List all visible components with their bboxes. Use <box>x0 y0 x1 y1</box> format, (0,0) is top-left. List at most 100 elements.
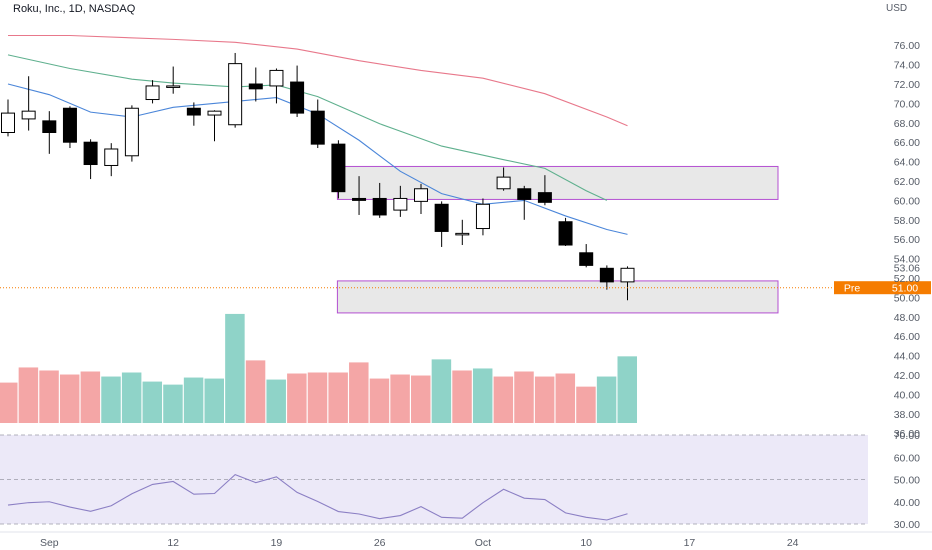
time-axis-tick: Sep <box>40 537 59 549</box>
time-axis-tick: 17 <box>684 537 696 549</box>
candle-body <box>393 197 408 211</box>
candle-body <box>62 107 77 143</box>
volume-bar <box>534 376 555 423</box>
candle <box>62 106 77 149</box>
price-axis-tick: 50.00 <box>894 292 920 304</box>
last-price-tag-label: Pre <box>844 283 861 295</box>
candle-body <box>352 197 367 201</box>
volume-bar <box>0 382 18 423</box>
candle-body <box>599 267 614 283</box>
price-axis-tick: 53.06 <box>894 263 920 275</box>
candle-body <box>83 141 98 166</box>
volume-bar <box>101 376 121 423</box>
candle <box>475 198 490 236</box>
candle <box>83 139 98 180</box>
volume-bars <box>0 313 637 423</box>
volume-bar <box>576 386 596 423</box>
candle-body <box>269 69 284 87</box>
rsi-axis-tick: 50.00 <box>894 475 920 487</box>
sma-fast-line <box>7 83 628 235</box>
rsi-axis-tick: 70.00 <box>894 430 920 442</box>
candle <box>166 66 181 94</box>
volume-bar <box>163 384 183 423</box>
rsi-panel <box>0 434 868 525</box>
candle-body <box>620 267 635 283</box>
candle-body <box>475 203 490 230</box>
candle-body <box>248 83 263 90</box>
price-axis-tick: 68.00 <box>894 118 920 130</box>
price-axis-tick: 48.00 <box>894 312 920 324</box>
candle-body <box>537 192 552 203</box>
price-axis-tick: 54.00 <box>894 254 920 266</box>
volume-bar <box>183 377 204 423</box>
last-price-line: Pre 51.00 <box>0 281 931 295</box>
time-axis-tick: 26 <box>374 537 386 549</box>
candle <box>228 52 243 128</box>
volume-bar <box>390 374 410 423</box>
candle-body <box>42 120 57 134</box>
candle-body <box>186 107 201 116</box>
price-axis-tick: 56.00 <box>894 234 920 246</box>
candle <box>124 105 139 162</box>
candle <box>248 67 263 102</box>
candle-body <box>310 110 325 145</box>
time-axis-tick: 12 <box>167 537 179 549</box>
rsi-axis-tick: 40.00 <box>894 497 920 509</box>
volume-bar <box>287 373 307 423</box>
volume-bar <box>225 313 245 423</box>
volume-bar <box>39 370 59 423</box>
price-candles <box>1 52 635 301</box>
candle-body <box>331 143 346 193</box>
sma-slow-line <box>8 34 628 127</box>
last-price-tag <box>834 281 931 295</box>
volume-bar <box>204 378 224 423</box>
candle <box>558 217 573 246</box>
price-axis-tick: 52.00 <box>894 273 920 285</box>
candle <box>290 65 305 117</box>
candle <box>414 183 428 214</box>
candle-body <box>496 176 511 190</box>
volume-bar <box>142 381 163 423</box>
last-price-tag-value: 51.00 <box>892 283 918 295</box>
candle <box>599 265 614 290</box>
price-zone <box>336 165 779 200</box>
candle <box>496 167 511 191</box>
volume-bar <box>18 367 39 423</box>
time-axis-tick: 19 <box>271 537 283 549</box>
candle-body <box>124 107 139 157</box>
volume-bar <box>431 359 452 423</box>
candle-body <box>434 203 449 232</box>
volume-bar <box>452 370 472 423</box>
candle-body <box>21 110 36 120</box>
volume-bar <box>514 371 534 423</box>
candle-body <box>228 63 243 126</box>
time-axis: Sep 12 19 26 Oct 10 17 24 <box>0 531 932 549</box>
moving-averages <box>7 34 628 235</box>
rsi-line <box>7 473 628 521</box>
candle-body <box>207 110 222 116</box>
volume-bar <box>266 379 286 423</box>
volume-bar <box>617 356 637 423</box>
candle <box>310 99 325 149</box>
price-axis-tick: 60.00 <box>894 195 920 207</box>
candle <box>620 266 635 301</box>
candle <box>393 185 408 217</box>
support-resistance-zones <box>336 165 779 314</box>
candle-body <box>558 221 573 246</box>
price-axis-tick: 72.00 <box>894 79 920 91</box>
candle-body <box>579 252 594 266</box>
price-axis-tick: 46.00 <box>894 331 920 343</box>
rsi-axis-tick: 60.00 <box>894 452 920 464</box>
candle <box>331 140 346 199</box>
candle-body <box>455 232 470 236</box>
time-axis-tick: 10 <box>580 537 592 549</box>
price-axis-tick: 58.00 <box>894 215 920 227</box>
candle <box>42 111 57 154</box>
candle-body <box>166 85 181 88</box>
price-axis-tick: 62.00 <box>894 176 920 188</box>
price-axis-tick: 70.00 <box>894 98 920 110</box>
candle-body <box>290 81 305 114</box>
chart-title: Roku, Inc., 1D, NASDAQ <box>13 3 136 15</box>
